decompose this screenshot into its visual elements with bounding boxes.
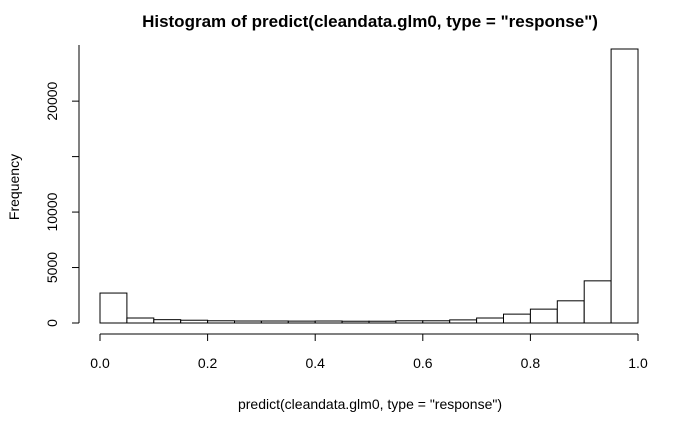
histogram-bar bbox=[260, 320, 289, 324]
x-axis-label: predict(cleandata.glm0, type = "response… bbox=[238, 396, 502, 412]
x-tick-label: 0.8 bbox=[521, 355, 541, 371]
histogram-bar bbox=[529, 308, 558, 324]
histogram-bar bbox=[368, 320, 397, 324]
x-tick-label: 0.6 bbox=[413, 355, 433, 371]
y-tick-label: 5000 bbox=[44, 252, 60, 283]
histogram-bar bbox=[395, 320, 424, 324]
histogram-bar bbox=[126, 317, 155, 324]
y-ticks-group: 0 5000 10000 20000 bbox=[44, 81, 79, 327]
histogram-bar bbox=[610, 48, 639, 324]
histogram-bar bbox=[341, 320, 370, 324]
histogram-bar bbox=[207, 320, 236, 324]
histogram-bar bbox=[449, 319, 478, 324]
y-tick-label: 0 bbox=[44, 319, 60, 327]
x-ticks-group: 0.0 0.2 0.4 0.6 0.8 1.0 bbox=[90, 334, 648, 371]
histogram-bar bbox=[476, 317, 505, 324]
histogram-bar bbox=[314, 320, 343, 324]
histogram-bar bbox=[153, 319, 182, 324]
y-tick-label: 20000 bbox=[44, 81, 60, 120]
histogram-bar bbox=[583, 280, 612, 324]
chart-title: Histogram of predict(cleandata.glm0, typ… bbox=[142, 12, 598, 31]
histogram-bar bbox=[234, 320, 262, 324]
bars-group bbox=[99, 48, 639, 324]
x-tick-label: 0.4 bbox=[305, 355, 325, 371]
histogram-bar bbox=[180, 319, 209, 324]
histogram-bar bbox=[99, 292, 128, 324]
histogram-bar bbox=[503, 313, 531, 324]
x-tick-label: 0.2 bbox=[198, 355, 218, 371]
x-tick-label: 0.0 bbox=[90, 355, 110, 371]
y-axis-label: Frequency bbox=[6, 154, 22, 220]
x-tick-label: 1.0 bbox=[628, 355, 648, 371]
histogram-bar bbox=[556, 300, 585, 324]
histogram-bar bbox=[287, 320, 316, 324]
y-tick-label: 10000 bbox=[44, 192, 60, 231]
histogram-bar bbox=[422, 320, 451, 324]
